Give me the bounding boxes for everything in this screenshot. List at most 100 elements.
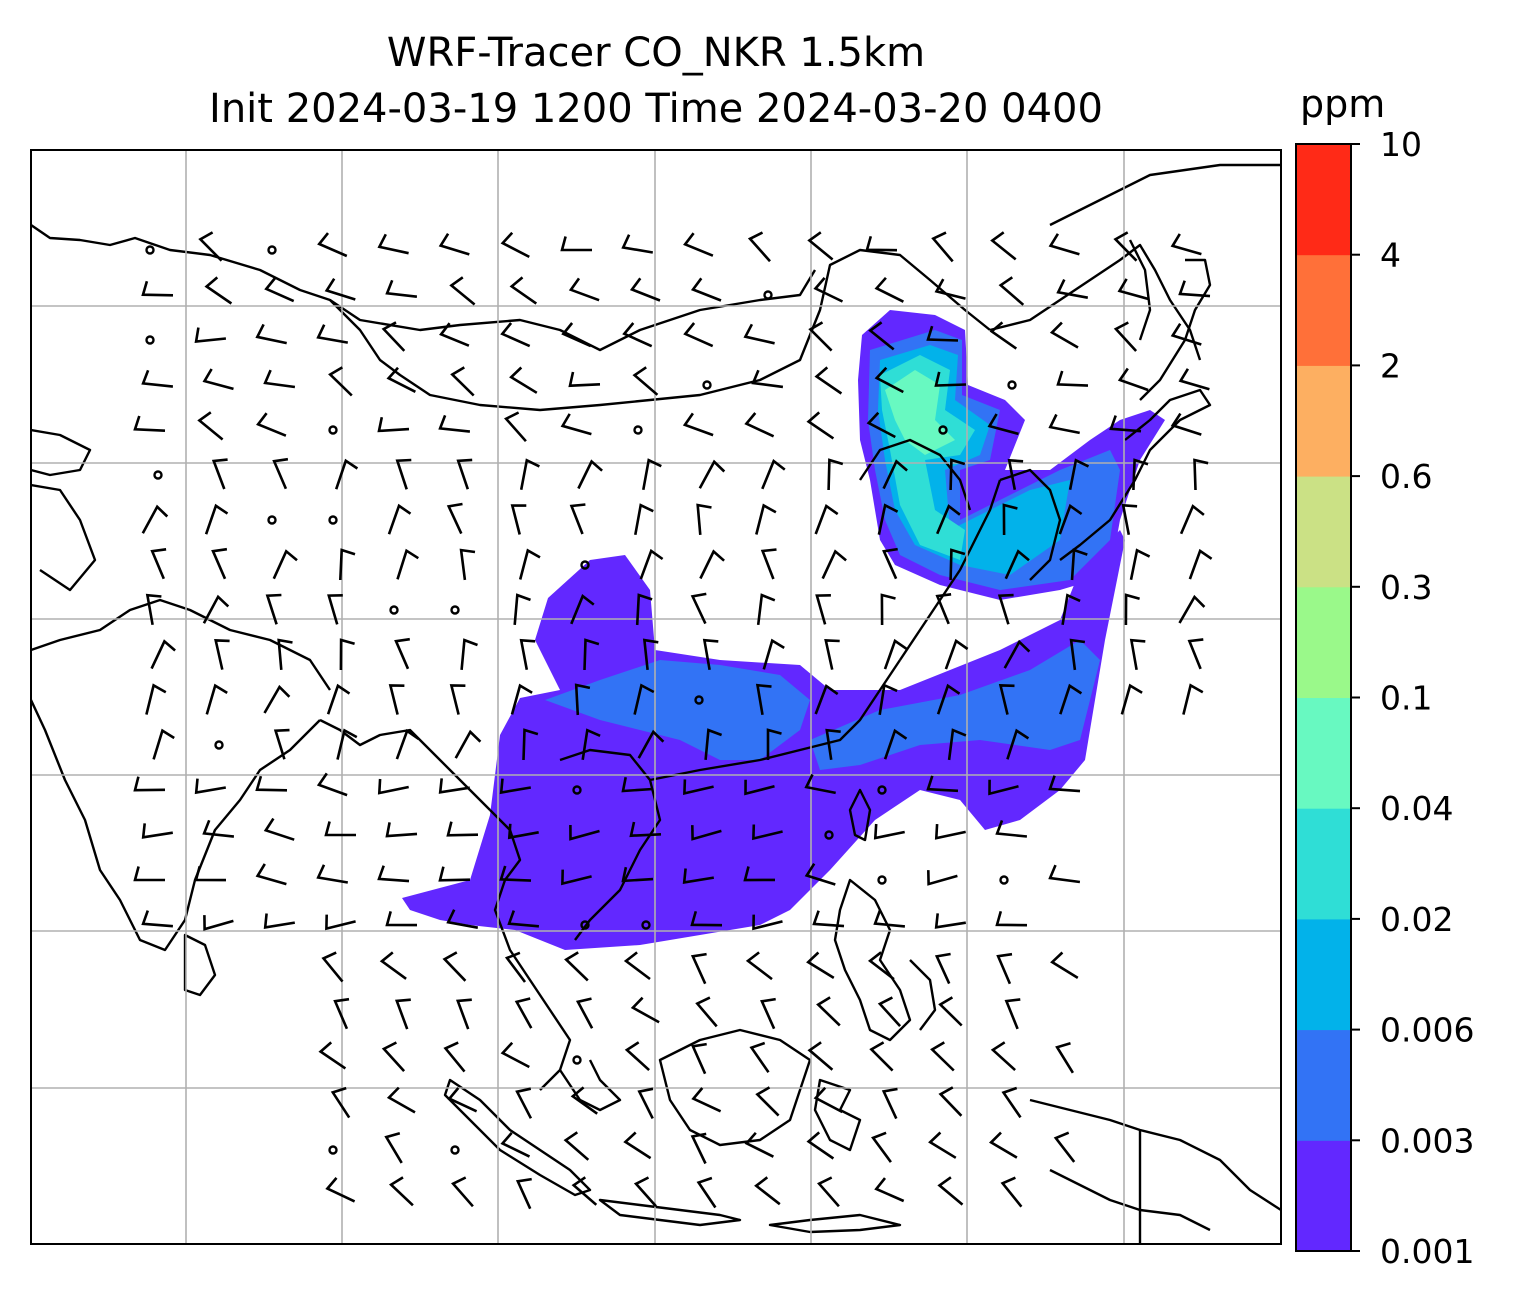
wind-barb xyxy=(936,683,961,715)
wind-barb xyxy=(205,683,228,715)
wind-barb xyxy=(385,911,418,927)
coast-newguinea xyxy=(1029,1098,1281,1212)
coast-philippines xyxy=(833,878,912,1042)
wind-barb xyxy=(827,458,844,491)
wind-barb xyxy=(330,1086,351,1119)
wind-barb xyxy=(194,327,227,343)
wind-barb xyxy=(987,413,1019,436)
wind-calm-marker xyxy=(877,785,887,795)
wind-barb xyxy=(998,684,1015,715)
wind-barb xyxy=(133,866,165,882)
wind-calm-marker xyxy=(389,605,399,615)
tracer-plume xyxy=(402,310,1165,950)
wind-barbs xyxy=(133,231,1213,1210)
wind-barb xyxy=(263,913,296,929)
wind-barb xyxy=(990,1041,1016,1072)
wind-barb xyxy=(561,869,592,886)
wind-barb xyxy=(450,366,475,397)
wind-barb xyxy=(702,638,719,671)
wind-barb xyxy=(868,321,895,351)
wind-barb xyxy=(682,868,715,884)
wind-barb xyxy=(339,638,355,671)
wind-barb xyxy=(690,952,707,985)
wind-barb xyxy=(449,276,476,306)
wind-barb xyxy=(806,411,835,440)
wind-barb xyxy=(514,997,533,1029)
colorbar-segment xyxy=(1296,586,1351,698)
wind-barb xyxy=(519,638,536,670)
wind-barb xyxy=(272,549,298,580)
wind-calm-marker xyxy=(938,425,948,435)
colorbar-segment xyxy=(1296,918,1351,1031)
wind-barb xyxy=(639,548,664,580)
wind-calm-marker xyxy=(877,875,887,885)
wind-barb xyxy=(938,1086,963,1117)
wind-barb xyxy=(583,638,600,671)
wind-barb xyxy=(150,548,167,580)
colorbar-segment xyxy=(1296,1140,1351,1252)
wind-barb xyxy=(446,502,463,535)
wind-barb xyxy=(499,865,532,882)
wind-barb xyxy=(1170,323,1202,346)
wind-barb xyxy=(1120,683,1143,715)
wind-barb xyxy=(385,279,418,298)
wind-barb xyxy=(377,778,409,795)
wind-barb xyxy=(500,1132,531,1158)
wind-barb xyxy=(1117,367,1149,392)
wind-barb xyxy=(756,593,776,626)
coast-japan-north xyxy=(1139,258,1212,401)
wind-barb xyxy=(881,1087,898,1120)
wind-barb xyxy=(936,504,961,535)
wind-barb xyxy=(1187,638,1204,670)
wind-barb xyxy=(204,503,229,535)
wind-barb xyxy=(571,1176,598,1206)
colorbar-tick-label: 0.006 xyxy=(1380,1011,1474,1050)
wind-barb xyxy=(447,1087,478,1113)
wind-barb xyxy=(807,231,834,261)
wind-calm-marker xyxy=(450,1145,460,1155)
wind-barb xyxy=(449,684,466,715)
wind-barb xyxy=(1182,683,1204,715)
wind-barb xyxy=(751,369,784,389)
wind-barb xyxy=(263,684,291,714)
wind-barb xyxy=(690,277,722,302)
wind-barb xyxy=(755,1086,780,1117)
wind-barb xyxy=(255,775,288,792)
wind-barb xyxy=(1069,638,1086,671)
wind-barb xyxy=(995,910,1028,927)
wind-barb xyxy=(814,683,839,715)
wind-barb xyxy=(813,277,844,303)
wind-barb xyxy=(569,503,586,535)
wind-barb xyxy=(454,729,482,759)
wind-barb xyxy=(744,1131,774,1158)
wind-barb xyxy=(704,728,723,761)
coast-north-asia xyxy=(31,224,991,412)
wind-barb xyxy=(754,1176,781,1206)
colorbar-tick-label: 0.001 xyxy=(1380,1232,1474,1271)
colorbar-segment xyxy=(1296,697,1351,809)
wind-barb xyxy=(451,1176,474,1208)
coast-caspian xyxy=(31,483,97,592)
wind-calm-marker xyxy=(1007,380,1017,390)
wind-barb xyxy=(386,1086,416,1114)
coast-newguinea-south xyxy=(1049,1168,1211,1232)
wind-barb xyxy=(328,366,353,397)
wind-barb xyxy=(998,276,1025,306)
wind-barb xyxy=(326,683,351,715)
wind-barb xyxy=(621,866,654,883)
wind-barb xyxy=(749,1041,770,1074)
coast-korea xyxy=(999,468,1062,581)
wind-barb xyxy=(1058,503,1083,535)
wind-barb xyxy=(381,321,406,352)
wind-barb xyxy=(515,1087,533,1119)
wind-barb xyxy=(255,863,287,886)
wind-barb xyxy=(141,280,174,297)
coast-west-asia xyxy=(31,428,92,477)
wind-barb xyxy=(755,683,772,716)
wind-barb xyxy=(926,775,959,793)
wind-barb xyxy=(690,1132,707,1165)
wind-barb xyxy=(624,1041,650,1072)
wind-barb xyxy=(880,593,896,626)
wind-barb xyxy=(504,411,527,443)
